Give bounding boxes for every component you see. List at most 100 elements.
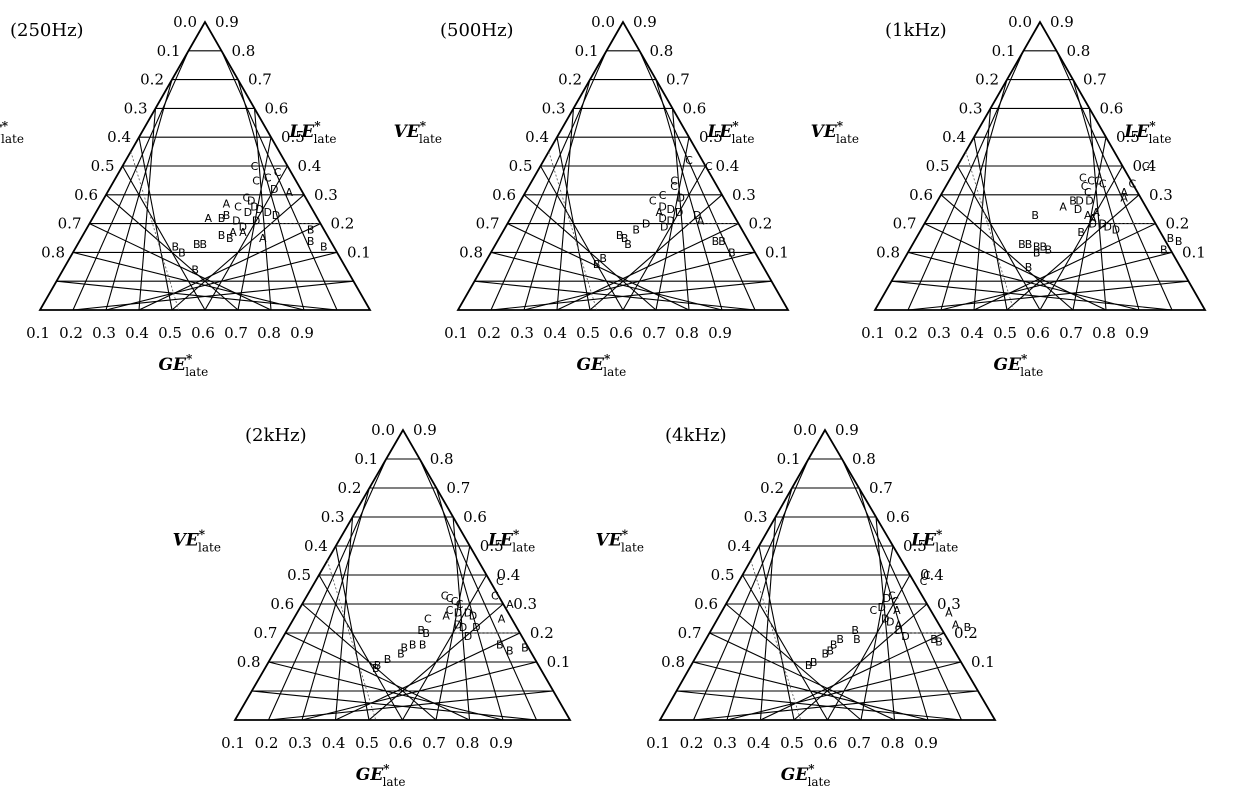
tick-label-bottom: 0.5 xyxy=(576,324,600,342)
axis-label-left: VE*late xyxy=(811,119,859,146)
data-point-c: C xyxy=(1142,160,1150,173)
tick-label-bottom: 0.3 xyxy=(510,324,534,342)
data-point-a: A xyxy=(697,215,705,228)
data-point-b: B xyxy=(599,252,607,265)
data-point-a: A xyxy=(1084,209,1092,222)
gridline-falling xyxy=(285,632,470,721)
data-point-b: B xyxy=(1025,261,1033,274)
data-point-b: B xyxy=(1167,232,1175,245)
tick-label-left: 0.2 xyxy=(558,71,582,89)
gridline-rising xyxy=(220,50,338,311)
tick-label-left: 0.3 xyxy=(124,99,148,117)
axis-label-left: VE*late xyxy=(173,528,221,555)
tick-label-left: 0.1 xyxy=(157,42,181,60)
tick-label-right: 0.1 xyxy=(971,653,995,671)
grid xyxy=(676,458,979,721)
data-point-d: D xyxy=(472,621,480,634)
data-point-c: C xyxy=(870,604,878,617)
data-point-c: C xyxy=(456,598,464,611)
tick-label-left: 0.0 xyxy=(793,421,817,439)
gridline-falling xyxy=(540,165,624,311)
reference-line-dotted xyxy=(750,560,802,721)
data-point-d: D xyxy=(901,630,909,643)
data-point-c: C xyxy=(920,575,928,588)
tick-label-bottom: 0.8 xyxy=(257,324,281,342)
gridline-falling xyxy=(957,165,1041,311)
gridline-rising xyxy=(419,458,538,721)
tick-label-right: 0.2 xyxy=(749,215,773,233)
data-point-b: B xyxy=(307,223,315,236)
data-point-b: B xyxy=(1018,238,1026,251)
tick-label-right: 0.2 xyxy=(1166,215,1190,233)
gridline-rising xyxy=(638,50,756,311)
data-point-a: A xyxy=(945,607,953,620)
data-point-d: D xyxy=(881,613,889,626)
data-point-b: B xyxy=(218,229,226,242)
tick-label-bottom: 0.6 xyxy=(389,734,413,752)
tick-label-left: 0.5 xyxy=(91,157,115,175)
tick-label-left: 0.3 xyxy=(959,99,983,117)
data-point-b: B xyxy=(1033,241,1041,254)
tick-label-right: 0.4 xyxy=(1133,157,1157,175)
data-point-b: B xyxy=(1045,244,1053,257)
data-point-b: B xyxy=(226,232,234,245)
data-point-d: D xyxy=(464,630,472,643)
tick-label-bottom: 0.2 xyxy=(59,324,83,342)
tick-label-bottom: 0.5 xyxy=(158,324,182,342)
gridline-rising xyxy=(452,516,471,721)
tick-label-bottom: 0.9 xyxy=(708,324,732,342)
gridline-rising xyxy=(622,165,706,311)
tick-label-left: 0.7 xyxy=(893,215,917,233)
data-point-b: B xyxy=(496,639,504,652)
tick-label-bottom: 0.4 xyxy=(747,734,771,752)
data-point-c: C xyxy=(1094,174,1102,187)
data-point-c: C xyxy=(1084,186,1092,199)
tick-label-bottom: 0.4 xyxy=(960,324,984,342)
data-point-b: B xyxy=(1025,238,1033,251)
data-point-c: C xyxy=(685,154,693,167)
tick-label-right: 0.1 xyxy=(1182,243,1206,261)
tick-label-right: 0.9 xyxy=(413,421,437,439)
data-point-a: A xyxy=(285,186,293,199)
tick-label-bottom: 0.6 xyxy=(1026,324,1050,342)
tick-label-left: 0.5 xyxy=(509,157,533,175)
tick-label-left: 0.3 xyxy=(542,99,566,117)
data-point-a: A xyxy=(239,226,247,239)
data-point-b: B xyxy=(374,659,382,672)
data-point-d: D xyxy=(878,601,886,614)
data-point-b: B xyxy=(417,624,425,637)
tick-label-left: 0.0 xyxy=(1008,13,1032,31)
axis-label-right: LE* late xyxy=(706,119,754,146)
data-point-b: B xyxy=(178,246,186,259)
tick-label-right: 0.6 xyxy=(463,508,487,526)
gridline-rising xyxy=(253,108,272,311)
tick-label-left: 0.2 xyxy=(760,479,784,497)
ternary-chart-1khz: (1kHz) 0.0 0.1 0.2 0.3 0.4 0.5 0.6 0.7 0.8 0.9 0.8 0… xyxy=(811,13,1207,379)
gridline-rising xyxy=(1055,50,1173,311)
gridline-falling xyxy=(122,165,206,311)
gridline-falling xyxy=(924,223,1107,311)
tick-label-left: 0.7 xyxy=(678,624,702,642)
data-point-c: C xyxy=(1129,177,1137,190)
triangle-outline xyxy=(873,20,1207,311)
gridline-falling xyxy=(742,574,828,721)
tick-label-left: 0.5 xyxy=(711,566,735,584)
gridline-falling xyxy=(89,223,272,311)
data-point-d: D xyxy=(1074,203,1082,216)
data-point-a: A xyxy=(1092,206,1100,219)
data-point-d: D xyxy=(883,592,891,605)
tick-label-right: 0.8 xyxy=(430,450,454,468)
grid xyxy=(251,458,554,721)
tick-label-left: 0.8 xyxy=(237,653,261,671)
data-point-b: B xyxy=(836,633,844,646)
gridline-rising xyxy=(875,516,896,721)
tick-label-left: 0.1 xyxy=(777,450,801,468)
data-point-b: B xyxy=(810,656,818,669)
gridline-falling xyxy=(318,574,403,721)
chart-title: (4kHz) xyxy=(665,425,727,446)
data-point-b: B xyxy=(409,639,417,652)
axis-label-right: LE* late xyxy=(288,119,336,146)
axis-label-left: VE*late xyxy=(0,119,24,146)
